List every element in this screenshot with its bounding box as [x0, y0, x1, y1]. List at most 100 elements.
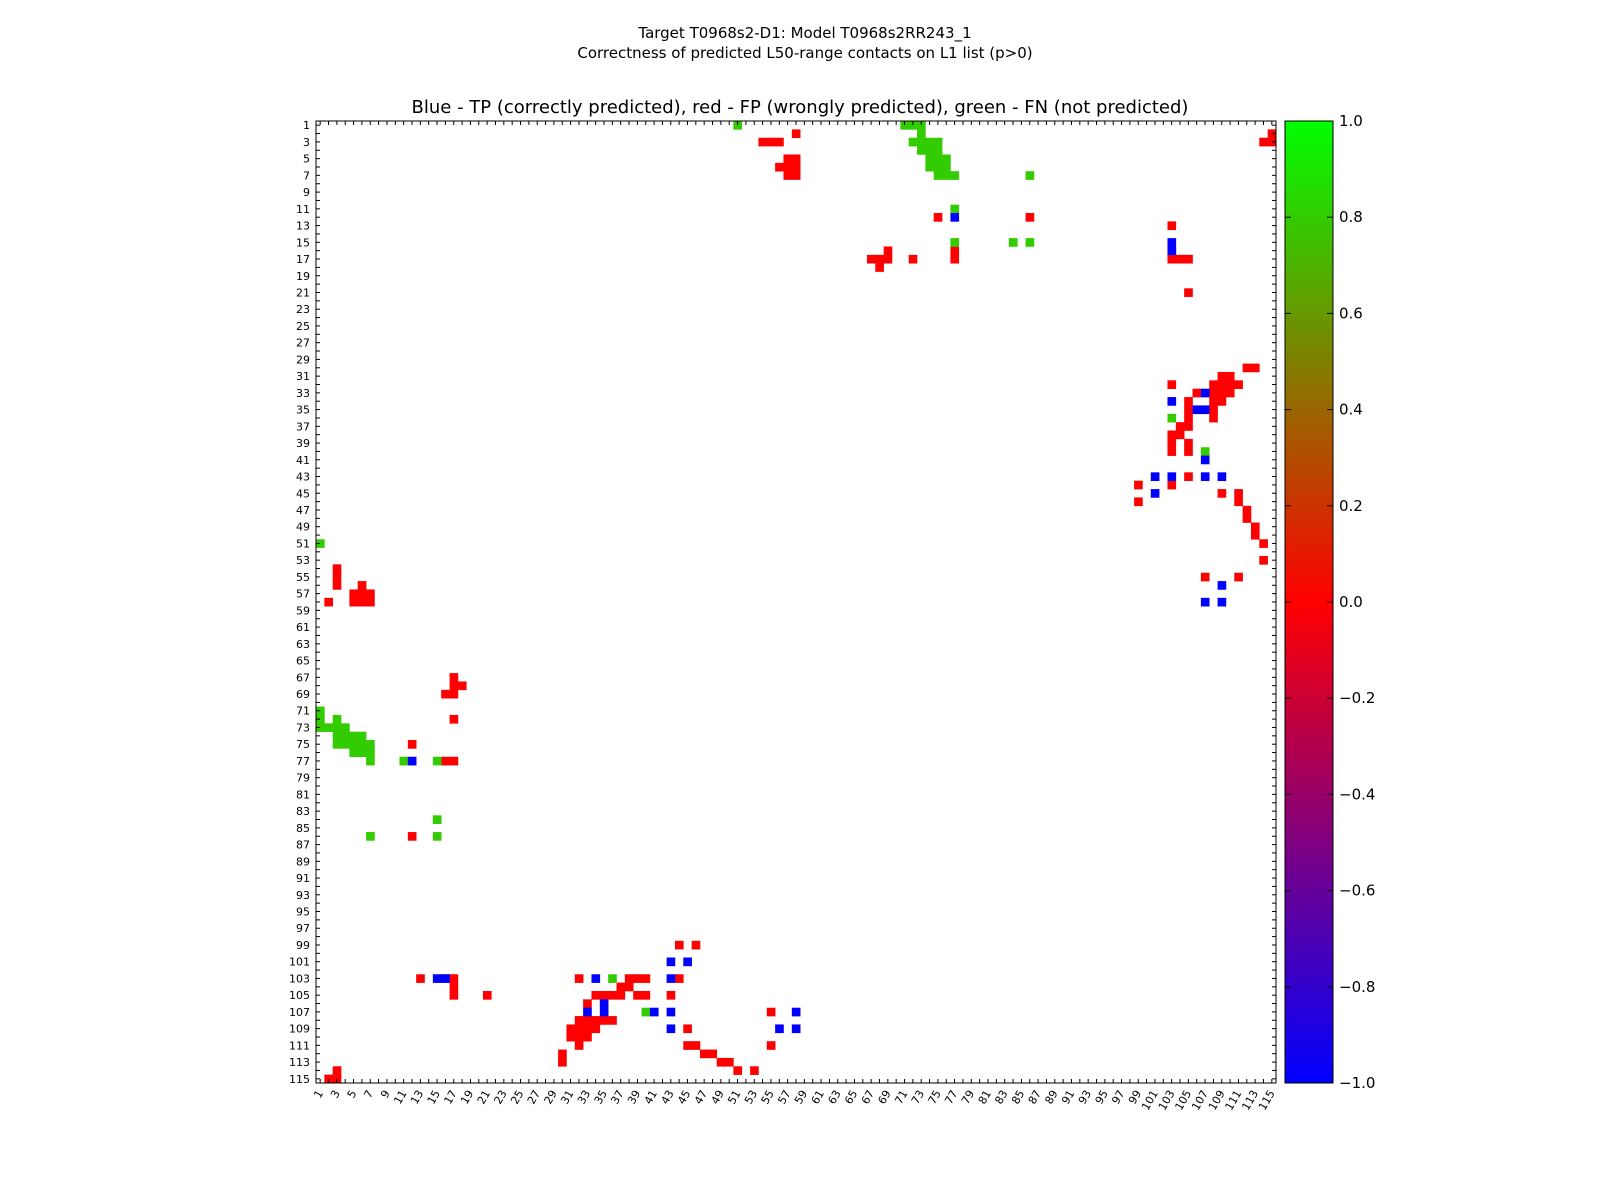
- contact-cell-fp: [950, 254, 960, 264]
- contact-cell-fp: [1209, 413, 1218, 423]
- y-tick-label: 105: [289, 989, 310, 1002]
- contact-cell-fp: [566, 1032, 576, 1042]
- contact-cell-fn: [332, 714, 342, 724]
- contact-cell-fp: [583, 1024, 592, 1034]
- x-tick-label: 77: [942, 1088, 960, 1107]
- x-tick-label: 79: [959, 1088, 977, 1107]
- contact-cell-fp: [750, 1066, 759, 1075]
- contact-cell-fp: [1217, 388, 1227, 398]
- contact-cell-fp: [775, 137, 784, 147]
- contact-cell-fn: [1025, 171, 1035, 180]
- contact-cell-fn: [332, 723, 342, 732]
- contact-cell-fp: [883, 246, 893, 256]
- x-tick-label: 59: [792, 1088, 810, 1107]
- x-tick-label: 13: [408, 1088, 426, 1107]
- contact-cell-fp: [691, 940, 701, 950]
- contact-cell-fp: [1184, 438, 1193, 448]
- contact-cell-fn: [341, 740, 350, 749]
- contact-cell-tp: [1167, 246, 1177, 256]
- contact-cell-fn: [357, 748, 367, 758]
- contact-cell-fp: [624, 982, 634, 992]
- contact-cell-fp: [332, 564, 342, 574]
- contact-cell-fp: [1234, 489, 1243, 498]
- contact-cell-fp: [1225, 371, 1235, 381]
- y-tick-label: 69: [296, 688, 310, 701]
- contact-cell-fp: [1217, 371, 1227, 381]
- contact-cell-fp: [725, 1057, 734, 1067]
- contact-cell-fn: [324, 723, 333, 732]
- contact-cell-fn: [332, 740, 342, 749]
- y-tick-label: 35: [296, 404, 310, 417]
- x-tick-label: 49: [709, 1088, 727, 1107]
- contact-cell-tp: [791, 1007, 801, 1017]
- x-tick-label: 9: [378, 1088, 393, 1101]
- contact-cell-fp: [783, 162, 793, 172]
- contact-cell-fn: [917, 121, 926, 130]
- y-tick-label: 65: [296, 655, 310, 668]
- contact-cell-fp: [783, 171, 793, 180]
- y-tick-label: 61: [296, 621, 310, 634]
- y-tick-label: 5: [303, 153, 310, 166]
- contact-cell-tp: [1192, 405, 1202, 415]
- y-tick-label: 13: [296, 220, 310, 233]
- contact-cell-fp: [449, 689, 459, 699]
- x-tick-label: 27: [525, 1088, 543, 1107]
- y-tick-label: 97: [296, 922, 310, 935]
- contact-cell-fp: [574, 1032, 584, 1042]
- plot-frame: [315, 120, 1277, 1084]
- contact-cell-fp: [1167, 254, 1177, 264]
- contact-cell-fp: [574, 1016, 584, 1025]
- y-tick-label: 31: [296, 370, 310, 383]
- contact-cell-fn: [608, 974, 617, 983]
- contact-cell-tp: [441, 974, 450, 983]
- contact-cell-fp: [1209, 405, 1218, 415]
- contact-cell-fp: [608, 990, 617, 1000]
- colorbar-tick-label: −0.6: [1339, 882, 1375, 900]
- contact-cell-fp: [1234, 572, 1243, 582]
- contact-cell-fn: [357, 731, 367, 741]
- x-tick-label: 111: [1223, 1088, 1245, 1113]
- contact-cell-fp: [441, 689, 450, 699]
- contact-cell-fp: [583, 1032, 592, 1042]
- contact-cell-tp: [666, 1024, 676, 1034]
- y-tick-label: 11: [296, 203, 310, 216]
- contact-cell-tp: [407, 756, 417, 766]
- x-tick-label: 107: [1189, 1088, 1211, 1113]
- colorbar-tick-label: 0.0: [1339, 593, 1363, 611]
- contact-cell-fp: [1167, 447, 1177, 456]
- contact-cell-fn: [357, 740, 367, 749]
- contact-cell-fn: [933, 137, 943, 147]
- y-tick-label: 113: [289, 1056, 310, 1069]
- contact-cell-fp: [449, 756, 459, 766]
- contact-cell-fn: [316, 706, 325, 716]
- contact-cell-fp: [599, 1016, 609, 1025]
- contact-cell-fn: [341, 731, 350, 741]
- x-tick-label: 11: [391, 1088, 409, 1107]
- colorbar-tick-label: −0.4: [1339, 785, 1375, 803]
- contact-cell-fp: [908, 254, 918, 264]
- contact-cell-tp: [649, 1007, 659, 1017]
- x-tick-label: 89: [1042, 1088, 1060, 1107]
- contact-cell-fp: [875, 254, 884, 264]
- contact-cell-tp: [1200, 388, 1210, 398]
- x-tick-label: 37: [608, 1088, 626, 1107]
- colorbar-tick-label: 0.4: [1339, 401, 1363, 419]
- x-tick-label: 75: [926, 1088, 944, 1107]
- x-tick-label: 31: [558, 1088, 576, 1107]
- contact-cell-fn: [933, 146, 943, 155]
- contact-cell-fp: [666, 990, 676, 1000]
- x-tick-label: 35: [592, 1088, 610, 1107]
- contact-cell-fp: [1200, 572, 1210, 582]
- contact-cell-fp: [366, 597, 375, 607]
- colorbar-tick-label: 0.6: [1339, 304, 1363, 322]
- contact-cell-tp: [599, 1007, 609, 1017]
- contact-cell-fp: [1167, 380, 1177, 389]
- y-tick-label: 3: [303, 136, 310, 149]
- contact-cell-fp: [1184, 422, 1193, 431]
- y-tick-label: 37: [296, 420, 310, 433]
- y-tick-label: 27: [296, 337, 310, 350]
- x-tick-label: 43: [658, 1088, 676, 1107]
- contact-cell-fp: [1134, 497, 1143, 507]
- contact-cell-fp: [791, 162, 801, 172]
- colorbar-tick-label: 1.0: [1339, 112, 1363, 130]
